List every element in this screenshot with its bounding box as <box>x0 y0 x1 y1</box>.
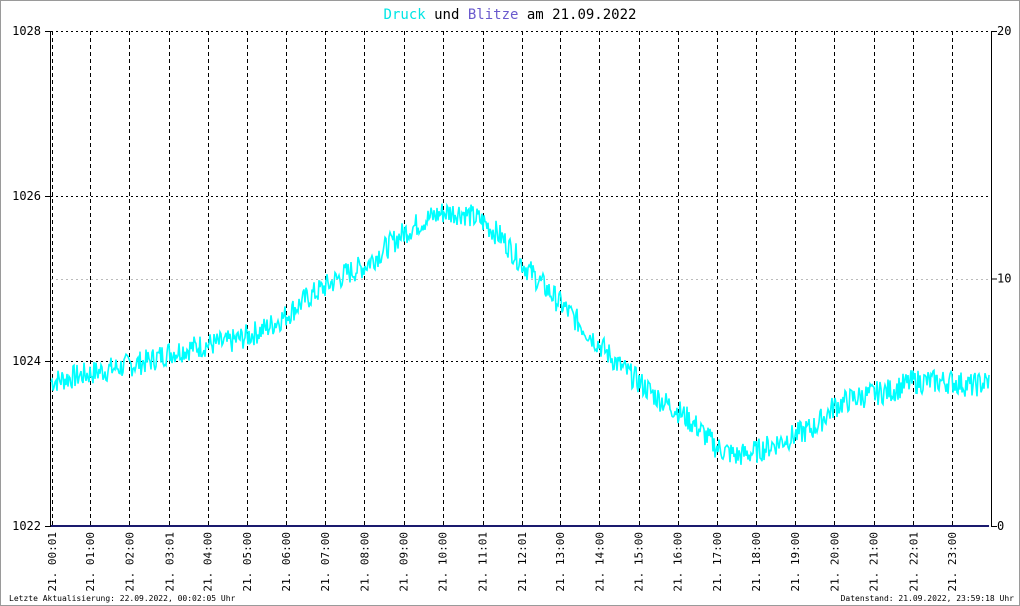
footer-last-update: Letzte Aktualisierung: 22.09.2022, 00:02… <box>9 594 236 603</box>
x-tick-label: 21. 22:01 <box>907 532 920 592</box>
x-tick-label: 21. 11:01 <box>477 532 490 592</box>
chart-title: Druck und Blitze am 21.09.2022 <box>384 7 637 23</box>
y2-tick-label: 10 <box>997 272 1011 286</box>
y-tick-label: 1028 <box>12 24 41 38</box>
x-tick-label: 21. 01:00 <box>84 532 97 592</box>
title-und: und <box>434 7 459 23</box>
x-tick-label: 21. 13:00 <box>554 532 567 592</box>
x-tick-label: 21. 18:00 <box>750 532 763 592</box>
x-tick-label: 21. 09:00 <box>398 532 411 592</box>
x-tick-label: 21. 12:01 <box>516 532 529 592</box>
x-tick-label: 21. 15:00 <box>633 532 646 592</box>
x-tick-label: 21. 08:00 <box>358 532 371 592</box>
x-tick-label: 21. 03:01 <box>163 532 176 592</box>
x-tick-label: 21. 00:01 <box>46 532 59 592</box>
x-tick-label: 21. 17:00 <box>711 532 724 592</box>
footer-data-status: Datenstand: 21.09.2022, 23:59:18 Uhr <box>841 594 1015 603</box>
grid <box>51 31 991 526</box>
series <box>50 202 990 527</box>
title-blitze: Blitze <box>468 7 519 23</box>
x-tick-label: 21. 05:00 <box>241 532 254 592</box>
x-tick-label: 21. 23:00 <box>946 532 959 592</box>
x-tick-label: 21. 19:00 <box>789 532 802 592</box>
x-tick-label: 21. 20:00 <box>828 532 841 592</box>
x-tick-label: 21. 16:00 <box>672 532 685 592</box>
y2-tick-label: 0 <box>997 519 1004 533</box>
title-druck: Druck <box>384 7 427 23</box>
y-tick-label: 1026 <box>12 189 41 203</box>
y-tick-label: 1024 <box>12 354 41 368</box>
y2-tick-label: 20 <box>997 24 1011 38</box>
axes <box>45 31 997 527</box>
x-tick-label: 21. 07:00 <box>319 532 332 592</box>
x-tick-label: 21. 02:00 <box>123 532 136 592</box>
x-tick-label: 21. 10:00 <box>437 532 450 592</box>
x-tick-label: 21. 04:00 <box>202 532 215 592</box>
x-tick-label: 21. 06:00 <box>280 532 293 592</box>
tick-labels: 1022 1024 1026 1028 0 10 20 21. 00:01 21. 01:00 2… <box>12 24 1011 592</box>
x-tick-label: 21. 14:00 <box>593 532 606 592</box>
title-date: am 21.09.2022 <box>527 7 637 23</box>
y-tick-label: 1022 <box>12 519 41 533</box>
series-line-druck <box>50 202 990 465</box>
x-tick-label: 21. 21:00 <box>868 532 881 592</box>
